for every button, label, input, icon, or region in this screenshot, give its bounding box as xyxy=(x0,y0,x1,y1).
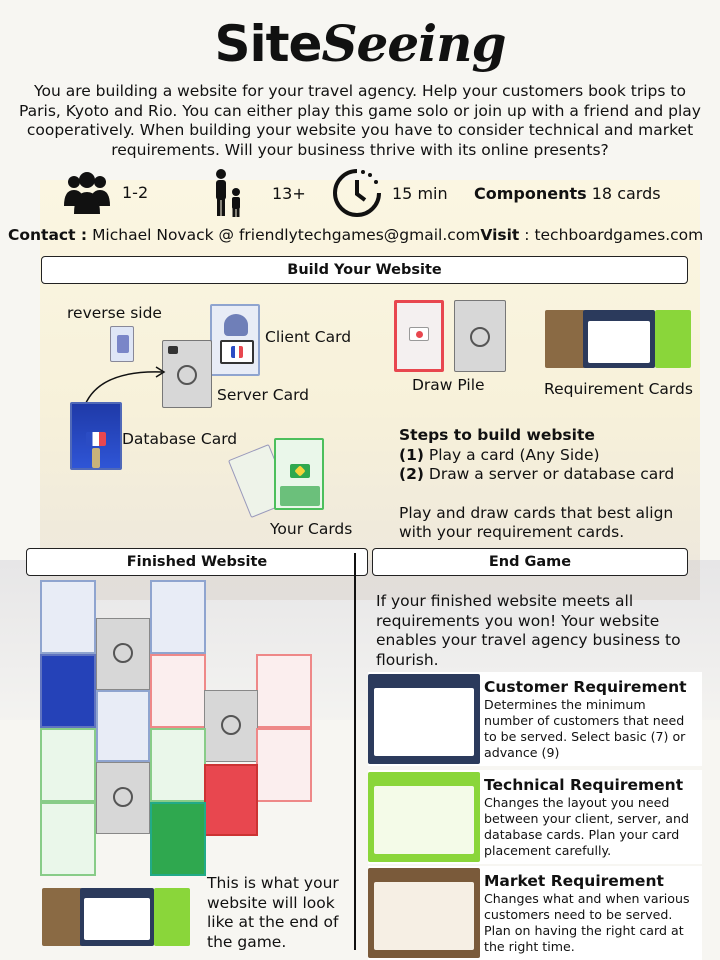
customer-requirement-desc: Determines the minimum number of custome… xyxy=(484,697,686,760)
draw-pile-label: Draw Pile xyxy=(412,376,485,394)
visit-value[interactable]: : techboardgames.com xyxy=(524,226,704,244)
requirement-cards-label: Requirement Cards xyxy=(544,380,693,398)
contact-label: Contact : xyxy=(8,226,88,244)
your-cards-label: Your Cards xyxy=(270,520,353,538)
requirement-cards-image xyxy=(545,310,691,368)
grid-card-server-1 xyxy=(96,618,150,690)
background-band xyxy=(40,180,700,600)
components-stat: Components 18 cards xyxy=(474,184,661,203)
players-value: 1-2 xyxy=(122,182,149,202)
step-2: (2) Draw a server or database card xyxy=(399,465,699,485)
database-card-label: Database Card xyxy=(122,430,238,448)
title-seeing: Seeing xyxy=(321,14,506,73)
contact-value[interactable]: Michael Novack @ friendlytechgames@gmail… xyxy=(92,226,481,244)
section-divider xyxy=(354,553,356,950)
grid-card-client-br-3 xyxy=(40,802,96,876)
technical-requirement-card xyxy=(368,772,480,862)
grid-card-client-br-1 xyxy=(40,728,96,802)
customer-requirement-row: Customer Requirement Determines the mini… xyxy=(368,672,702,766)
components-value: 18 cards xyxy=(591,184,661,203)
players-icon xyxy=(64,172,110,214)
grid-card-client-jp-2 xyxy=(256,654,312,728)
grid-card-database-br xyxy=(150,802,206,876)
grid-card-client-br-2 xyxy=(150,728,206,802)
finished-requirement-cards xyxy=(42,888,190,946)
grid-card-server-2 xyxy=(204,690,258,762)
endgame-header: End Game xyxy=(372,548,688,576)
age-value: 13+ xyxy=(272,183,306,203)
finished-caption: This is what your website will look like… xyxy=(207,874,339,951)
market-requirement-desc: Changes what and when various customers … xyxy=(484,891,690,954)
finished-header: Finished Website xyxy=(26,548,368,576)
grid-card-client-jp-3 xyxy=(256,728,312,802)
title-site: Site xyxy=(214,15,322,73)
step-2-number: (2) xyxy=(399,465,424,483)
intro-text: You are building a website for your trav… xyxy=(19,82,701,159)
technical-requirement-title: Technical Requirement xyxy=(484,776,684,794)
players-stat: 1-2 xyxy=(62,170,148,214)
steps-title: Steps to build website xyxy=(399,426,595,444)
customer-requirement-title: Customer Requirement xyxy=(484,678,687,696)
build-steps: Steps to build website (1) Play a card (… xyxy=(399,426,699,543)
step-2-text: Draw a server or database card xyxy=(423,465,675,483)
server-card-label: Server Card xyxy=(217,386,310,404)
market-requirement-title: Market Requirement xyxy=(484,872,664,890)
technical-requirement-desc: Changes the layout you need between your… xyxy=(484,795,689,858)
grid-card-client-jp-1 xyxy=(150,654,206,728)
age-stat: 13+ xyxy=(212,168,306,218)
game-title: SiteSeeing xyxy=(0,14,720,73)
customer-requirement-card xyxy=(368,674,480,764)
grid-card-server-3 xyxy=(96,762,150,834)
draw-pile-japan-card xyxy=(394,300,444,372)
server-card xyxy=(162,340,212,408)
parent-child-icon xyxy=(216,169,240,217)
your-card-front xyxy=(274,438,324,510)
time-value: 15 min xyxy=(392,183,448,203)
endgame-text: If your finished website meets all requi… xyxy=(376,592,681,669)
time-stat: 15 min xyxy=(332,168,448,218)
technical-requirement-row: Technical Requirement Changes the layout… xyxy=(368,770,702,864)
grid-card-database-fr xyxy=(40,654,96,728)
visit-label: Visit xyxy=(480,226,520,244)
connection-arrow xyxy=(84,366,166,406)
grid-card-client-fr-3 xyxy=(96,690,150,762)
build-header: Build Your Website xyxy=(41,256,688,284)
grid-card-client-fr-1 xyxy=(40,580,96,654)
database-card xyxy=(70,402,122,470)
clock-icon xyxy=(333,169,381,217)
finished-website-grid xyxy=(40,580,312,880)
step-1: (1) Play a card (Any Side) xyxy=(399,446,699,466)
reverse-side-card xyxy=(110,326,134,362)
draw-pile-server-card xyxy=(454,300,506,372)
client-card-label: Client Card xyxy=(265,328,352,346)
grid-card-client-fr-2 xyxy=(150,580,206,654)
contact-line: Contact : Michael Novack @ friendlytechg… xyxy=(8,226,703,244)
step-1-text: Play a card (Any Side) xyxy=(423,445,600,464)
reverse-side-label: reverse side xyxy=(67,304,162,322)
market-requirement-row: Market Requirement Changes what and when… xyxy=(368,866,702,960)
market-requirement-card xyxy=(368,868,480,958)
components-label: Components xyxy=(474,184,587,203)
grid-card-database-jp xyxy=(204,764,258,836)
client-card xyxy=(210,304,260,376)
step-1-number: (1) xyxy=(399,445,424,464)
build-advice: Play and draw cards that best align with… xyxy=(399,503,674,542)
